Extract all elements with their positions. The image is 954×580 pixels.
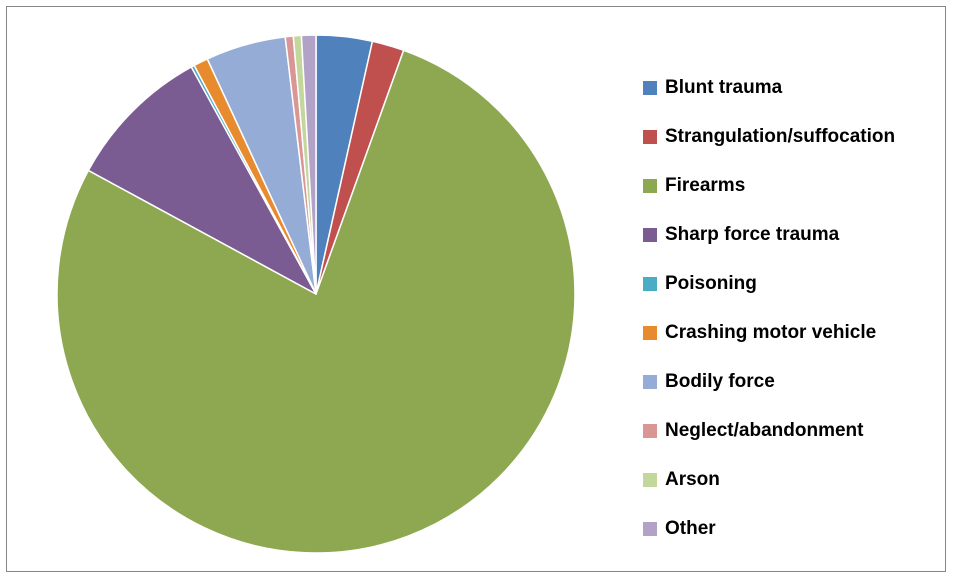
legend-swatch	[643, 472, 657, 487]
legend-item-neglect-abandonment: Neglect/abandonment	[643, 406, 895, 455]
legend-label: Strangulation/suffocation	[665, 125, 896, 147]
legend-item-crashing-motor-vehicle: Crashing motor vehicle	[643, 308, 895, 357]
legend-item-blunt-trauma: Blunt trauma	[643, 63, 895, 112]
legend-swatch	[643, 227, 657, 242]
legend-item-firearms: Firearms	[643, 161, 895, 210]
pie-slice-sharp-force-trauma	[87, 66, 317, 295]
legend-label: Other	[665, 517, 716, 539]
pie-slice-other	[300, 34, 317, 295]
pie-chart	[56, 34, 576, 554]
legend-label: Arson	[665, 468, 720, 490]
legend-item-sharp-force-trauma: Sharp force trauma	[643, 210, 895, 259]
legend-label: Bodily force	[665, 370, 775, 392]
legend-item-bodily-force: Bodily force	[643, 357, 895, 406]
legend: Blunt trauma Strangulation/suffocation Fir…	[643, 63, 895, 553]
legend-swatch	[643, 325, 657, 340]
legend-swatch	[643, 129, 657, 144]
legend-label: Sharp force trauma	[665, 223, 840, 245]
legend-swatch	[643, 374, 657, 389]
legend-label: Crashing motor vehicle	[665, 321, 877, 343]
legend-item-poisoning: Poisoning	[643, 259, 895, 308]
legend-label: Firearms	[665, 174, 746, 196]
legend-item-other: Other	[643, 504, 895, 553]
legend-label: Blunt trauma	[665, 76, 783, 98]
legend-label: Poisoning	[665, 272, 757, 294]
legend-swatch	[643, 80, 657, 95]
legend-item-arson: Arson	[643, 455, 895, 504]
legend-swatch	[643, 423, 657, 438]
legend-swatch	[643, 276, 657, 291]
legend-swatch	[643, 521, 657, 536]
chart-frame: Blunt trauma Strangulation/suffocation Fir…	[6, 6, 946, 572]
legend-item-strangulation-suffocation: Strangulation/suffocation	[643, 112, 895, 161]
legend-swatch	[643, 178, 657, 193]
pie-slice-firearms	[56, 49, 576, 554]
legend-label: Neglect/abandonment	[665, 419, 864, 441]
